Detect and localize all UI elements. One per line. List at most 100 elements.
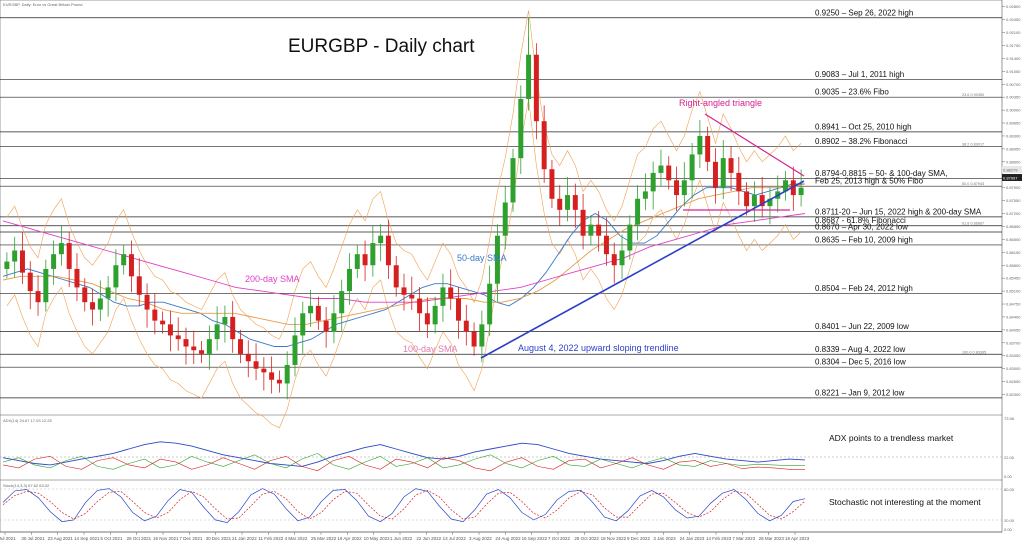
fib-tag: 38.2 0.89017 (962, 142, 984, 146)
x-tick-label: 7 Oct 2022 (548, 536, 571, 541)
level-label: 0.8902 – 38.2% Fibonacci (815, 137, 908, 146)
candle-body (378, 235, 384, 244)
stochastic-lines (2, 488, 806, 523)
candle-body (66, 243, 72, 269)
candle-body (4, 261, 10, 269)
triangle-label: Right-angled triangle (679, 98, 762, 108)
candle-body (798, 187, 804, 196)
y-tick-label: 0.92450 (1006, 17, 1021, 22)
adx-ytick-top: 73.56 (1004, 416, 1015, 421)
stoch-ytick-80: 80.00 (1004, 487, 1015, 492)
candle-body (128, 254, 134, 277)
x-tick-label: 19 Apr 2023 (785, 536, 810, 541)
candle-body (565, 195, 571, 210)
candle-body (619, 250, 625, 266)
price-tag-1: 0.88279 (1003, 168, 1018, 173)
y-tick-label: 0.88600 (1006, 159, 1021, 164)
x-tick-label: 19 Apr 2022 (337, 536, 362, 541)
y-tick-label: 0.84400 (1006, 314, 1021, 319)
price-tag-1-box (1002, 166, 1022, 173)
y-tick-label: 0.84050 (1006, 327, 1021, 332)
fib-tag: 61.8 0.86867 (962, 222, 984, 226)
candle-body (650, 172, 656, 192)
candle-body (97, 298, 103, 310)
candle-body (712, 161, 718, 188)
y-tick-label: 0.86150 (1006, 250, 1021, 255)
candle-body (121, 254, 127, 266)
x-tick-label: 4 Mar 2022 (285, 536, 308, 541)
level-label: 0.8687 - 61.8% Fibonacci (815, 216, 906, 225)
y-tick-label: 0.88950 (1006, 146, 1021, 151)
candle-body (720, 158, 726, 188)
candle-body (448, 287, 454, 299)
x-tick-label: 11 Feb 2022 (258, 536, 283, 541)
adx-line-1 (2, 453, 805, 470)
adx-note: ADX points to a trendless market (829, 433, 954, 443)
candle-body (736, 172, 742, 192)
sma200-label: 200-day SMA (245, 274, 300, 284)
candle-body (681, 180, 687, 196)
y-tick-label: 0.87200 (1006, 211, 1021, 216)
candle-body (237, 339, 243, 354)
candle-body (417, 298, 423, 314)
price-tag-2: 0.87997 (1003, 176, 1018, 181)
y-tick-label: 0.86850 (1006, 224, 1021, 229)
trendline-label: August 4, 2022 upward sloping trendline (518, 343, 679, 353)
y-tick-label: 0.89300 (1006, 133, 1021, 138)
y-tick-label: 0.82300 (1006, 392, 1021, 397)
x-tick-label: 13 Jul 2022 (443, 536, 467, 541)
sma50-label: 50-day SMA (457, 253, 507, 263)
x-tick-label: 7 Mar 2023 (732, 536, 755, 541)
candle-body (276, 379, 282, 384)
x-tick-label: 3 Jan 2023 (653, 536, 676, 541)
candle-body (90, 302, 96, 310)
x-tick-label: 3 Aug 2022 (469, 536, 492, 541)
candle-body (401, 287, 407, 295)
upper-band-line (6, 10, 802, 340)
adx-line-2 (2, 455, 805, 472)
level-label: 0.9035 – 23.6% Fibo (815, 88, 889, 97)
candle-body (269, 372, 275, 380)
stoch-ytick-20: 20.00 (1004, 518, 1015, 523)
x-tick-label: 24 Aug 2022 (495, 536, 521, 541)
x-tick-label: 18 Nov 2022 (601, 536, 627, 541)
adx-line-0 (2, 441, 806, 467)
candle-body (347, 268, 352, 292)
candle-body (315, 305, 321, 321)
y-tick-label: 0.90700 (1006, 82, 1021, 87)
candle-body (783, 180, 789, 192)
x-tick-label: 16 Sep 2022 (522, 536, 548, 541)
candle-body (697, 135, 703, 155)
candle-body (751, 195, 757, 207)
candle-body (362, 254, 368, 266)
x-tick-label: 7 Dec 2021 (179, 536, 203, 541)
candle-body (518, 99, 524, 159)
candle-body (487, 283, 493, 325)
stoch-caption: Stoch(14,3,3) 67.62 63.02 (3, 483, 50, 488)
candle-body (596, 224, 602, 236)
candle-body (432, 305, 438, 325)
candle-body (152, 309, 158, 321)
y-tick-label: 0.83350 (1006, 353, 1021, 358)
candle-body (580, 209, 586, 236)
candle-body (658, 165, 664, 173)
candle-body (331, 313, 337, 332)
y-tick-label: 0.92800 (1006, 4, 1021, 9)
price-tag-2-box (1002, 174, 1022, 181)
candle-body (300, 313, 306, 336)
x-tick-label: 6 Jul 2021 (0, 536, 16, 541)
candle-body (27, 272, 33, 292)
candle-body (58, 243, 64, 255)
candle-body (354, 254, 360, 269)
x-tick-label: 1 Jun 2022 (390, 536, 413, 541)
candle-body (611, 254, 617, 266)
level-label: 0.8794-0.8815 – 50- & 100-day SMA, (815, 169, 948, 178)
y-tick-label: 0.90350 (1006, 95, 1021, 100)
level-label: Feb 25, 2013 high & 50% Fibo (815, 177, 924, 186)
x-tick-label: 14 Feb 2023 (706, 536, 732, 541)
adx-caption: ADX(14) 24.67 17.03 12.25 (3, 418, 52, 423)
fib-tag: 100.0 0.83395 (962, 350, 986, 354)
level-label: 0.8221 – Jan 9, 2012 low (815, 388, 905, 397)
